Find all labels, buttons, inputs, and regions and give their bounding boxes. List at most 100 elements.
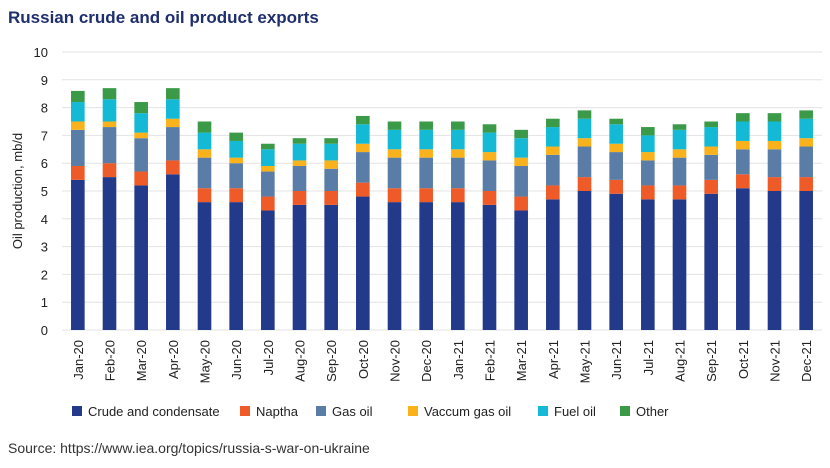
bar-segment xyxy=(641,127,655,136)
x-tick-label: Apr-21 xyxy=(546,340,561,379)
bar-segment xyxy=(261,171,275,197)
legend-swatch xyxy=(316,406,326,416)
bar-segment xyxy=(767,191,782,330)
bar-segment xyxy=(546,118,560,128)
legend-swatch xyxy=(72,406,82,416)
bar-segment xyxy=(229,188,243,203)
bar-segment xyxy=(419,121,433,130)
bar-segment xyxy=(356,182,370,197)
bar-segment xyxy=(451,157,465,189)
bar-segment xyxy=(356,196,370,330)
bar-segment xyxy=(324,160,338,169)
legend-label: Fuel oil xyxy=(554,404,596,419)
bar-segment xyxy=(356,143,370,153)
x-tick-label: Nov-21 xyxy=(768,340,783,382)
bar-segment xyxy=(387,188,402,203)
bar-segment xyxy=(387,149,402,158)
y-tick-label: 9 xyxy=(41,73,48,88)
bar-segment xyxy=(704,154,718,180)
bar-segment xyxy=(451,121,465,130)
bar-segment xyxy=(672,149,687,158)
legend-swatch xyxy=(240,406,250,416)
legend-label: Other xyxy=(636,404,669,419)
bar-segment xyxy=(672,199,687,330)
grid-layer xyxy=(62,51,822,331)
bar-segment xyxy=(324,138,338,144)
bar-segment xyxy=(197,202,212,330)
bar-segment xyxy=(799,191,813,330)
bar-segment xyxy=(229,202,243,330)
bar-segment xyxy=(546,127,560,147)
y-tick-label: 6 xyxy=(41,156,48,171)
bar-segment xyxy=(736,188,750,330)
bar-segment xyxy=(704,127,718,147)
y-tick-label: 1 xyxy=(41,295,48,310)
bar-segment xyxy=(197,121,212,133)
bar-segment xyxy=(229,163,243,189)
x-tick-label: Jan-21 xyxy=(451,340,466,380)
bar-segment xyxy=(514,138,528,158)
bar-segment xyxy=(102,163,117,178)
bar-segment xyxy=(641,135,655,153)
bar-segment xyxy=(419,129,433,150)
bar-segment xyxy=(102,177,117,330)
bar-segment xyxy=(261,149,275,166)
legend-label: Crude and condensate xyxy=(88,404,220,419)
bar-segment xyxy=(609,124,623,144)
bar-segment xyxy=(482,152,497,161)
bars-layer xyxy=(71,88,813,330)
x-tick-label: Sep-21 xyxy=(704,340,719,382)
bar-segment xyxy=(577,191,592,330)
chart-title: Russian crude and oil product exports xyxy=(8,8,319,27)
x-tick-label: Aug-21 xyxy=(673,340,688,382)
bar-segment xyxy=(736,113,750,122)
x-tick-label: Aug-20 xyxy=(293,340,308,382)
bar-segment xyxy=(451,188,465,203)
y-tick-label: 8 xyxy=(41,101,48,116)
bar-segment xyxy=(261,196,275,211)
bar-segment xyxy=(672,129,687,150)
bar-segment xyxy=(197,132,212,150)
bar-segment xyxy=(197,157,212,189)
legend-swatch xyxy=(538,406,548,416)
bar-segment xyxy=(451,129,465,150)
bar-segment xyxy=(419,188,433,203)
bar-segment xyxy=(609,193,623,330)
bar-segment xyxy=(261,210,275,330)
bar-segment xyxy=(229,132,243,141)
bar-segment xyxy=(166,127,180,161)
bar-segment xyxy=(799,118,813,139)
legend-item: Crude and condensate xyxy=(72,404,220,419)
bar-segment xyxy=(134,138,148,172)
bar-segment xyxy=(736,140,750,150)
legend-label: Gas oil xyxy=(332,404,373,419)
bar-segment xyxy=(102,99,117,122)
bar-segment xyxy=(514,196,528,211)
bar-segment xyxy=(672,124,687,130)
bar-segment xyxy=(514,129,528,139)
bar-segment xyxy=(609,179,623,194)
bar-segment xyxy=(102,88,117,100)
bar-segment xyxy=(134,102,148,114)
bar-segment xyxy=(641,199,655,330)
bar-segment xyxy=(767,113,782,122)
bar-segment xyxy=(166,160,180,175)
bar-segment xyxy=(71,165,85,180)
x-tick-label: Sep-20 xyxy=(324,340,339,382)
bar-segment xyxy=(292,191,307,205)
x-tick-label: Jul-21 xyxy=(641,340,656,375)
bar-segment xyxy=(229,140,243,158)
bar-segment xyxy=(419,157,433,189)
bar-segment xyxy=(292,160,307,166)
bar-segment xyxy=(102,121,117,128)
legend-swatch xyxy=(620,406,630,416)
legend: Crude and condensate Naptha Gas oil Vaccum … xyxy=(72,404,669,419)
bar-segment xyxy=(546,154,560,186)
bar-segment xyxy=(166,174,180,330)
x-tick-label: May-20 xyxy=(198,340,213,383)
bar-segment xyxy=(736,149,750,175)
bar-segment xyxy=(292,143,307,161)
bar-segment xyxy=(134,132,148,139)
bar-segment xyxy=(356,115,370,125)
